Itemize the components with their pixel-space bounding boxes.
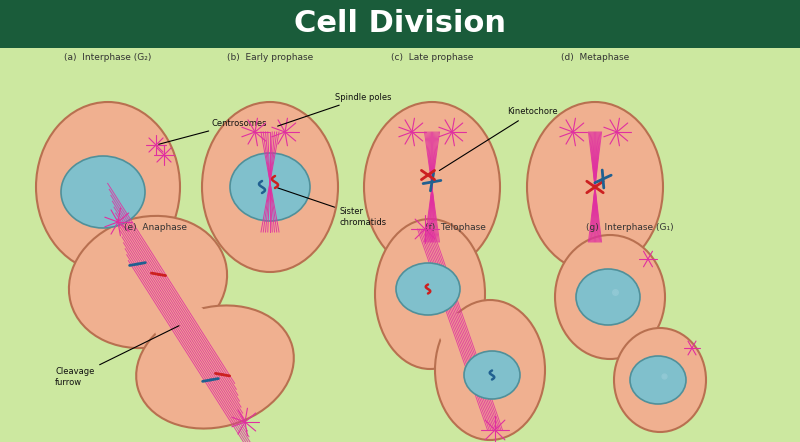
Text: Kinetochore: Kinetochore — [439, 107, 558, 171]
Ellipse shape — [36, 102, 180, 272]
Ellipse shape — [396, 263, 460, 315]
Text: (g)  Interphase (G₁): (g) Interphase (G₁) — [586, 222, 674, 232]
Ellipse shape — [435, 300, 545, 440]
Ellipse shape — [61, 156, 145, 228]
Ellipse shape — [202, 102, 338, 272]
Bar — [0, 0, 800, 48]
Ellipse shape — [439, 313, 481, 351]
Ellipse shape — [154, 301, 209, 347]
Text: Sister
chromatids: Sister chromatids — [278, 188, 387, 227]
Ellipse shape — [464, 351, 520, 399]
Ellipse shape — [375, 219, 485, 369]
Ellipse shape — [69, 216, 227, 348]
Text: Centrosomes: Centrosomes — [158, 118, 266, 144]
Ellipse shape — [555, 235, 665, 359]
Text: (d)  Metaphase: (d) Metaphase — [561, 53, 629, 61]
Ellipse shape — [630, 356, 686, 404]
Text: Spindle poles: Spindle poles — [278, 92, 391, 126]
Ellipse shape — [364, 102, 500, 272]
Ellipse shape — [614, 328, 706, 432]
Text: (a)  Interphase (G₂): (a) Interphase (G₂) — [64, 53, 152, 61]
Text: (f)  Telophase: (f) Telophase — [425, 222, 486, 232]
Text: Cell Division: Cell Division — [294, 9, 506, 38]
Text: Cleavage
furrow: Cleavage furrow — [55, 326, 179, 387]
Ellipse shape — [136, 305, 294, 429]
Ellipse shape — [230, 153, 310, 221]
Text: (c)  Late prophase: (c) Late prophase — [391, 53, 473, 61]
Text: (b)  Early prophase: (b) Early prophase — [227, 53, 313, 61]
Text: (e)  Anaphase: (e) Anaphase — [123, 222, 186, 232]
Ellipse shape — [576, 269, 640, 325]
Ellipse shape — [527, 102, 663, 272]
